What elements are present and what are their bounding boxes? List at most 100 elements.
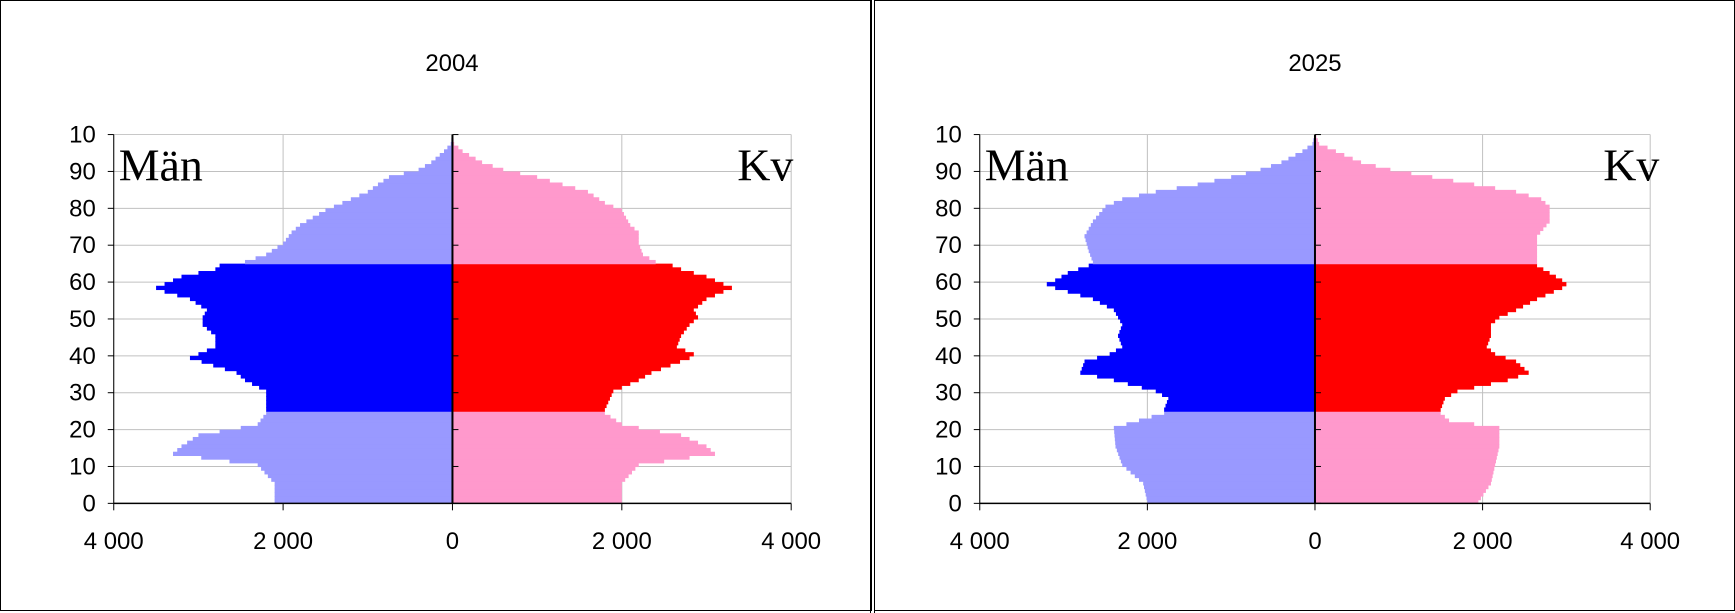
bar-women-age-93 (452, 157, 475, 161)
x-tick-label: 4 000 (761, 528, 821, 555)
bar-women-age-81 (452, 201, 604, 205)
bar-women-age-68 (1315, 249, 1537, 253)
bar-women-age-60 (1315, 278, 1562, 282)
y-tick-label: 30 (69, 380, 96, 407)
y-tick-label: 80 (935, 195, 962, 222)
bar-women-age-5 (1315, 481, 1491, 485)
bar-men-age-77 (313, 216, 453, 220)
bar-women-age-58 (452, 286, 731, 290)
x-tick-label: 2 000 (1117, 528, 1177, 555)
bar-women-age-15 (452, 444, 706, 448)
bar-women-age-1 (452, 496, 621, 500)
bar-women-age-3 (452, 489, 621, 493)
bar-men-age-47 (207, 326, 453, 330)
bar-men-age-70 (283, 242, 452, 246)
bar-men-age-75 (300, 223, 452, 227)
bar-men-age-89 (1246, 171, 1315, 175)
bar-men-age-33 (1114, 378, 1315, 382)
bar-men-age-49 (203, 319, 453, 323)
bar-men-age-11 (1121, 459, 1315, 463)
bar-women-age-18 (1315, 433, 1499, 437)
bar-women-age-47 (452, 326, 686, 330)
chart-title: 2004 (425, 50, 478, 77)
bar-women-age-90 (1315, 168, 1390, 172)
bar-women-age-59 (452, 282, 723, 286)
bar-men-age-19 (220, 430, 453, 434)
bar-women-age-8 (1315, 470, 1494, 474)
bar-women-age-36 (1315, 367, 1525, 371)
bar-men-age-95 (444, 149, 452, 153)
bar-men-age-13 (173, 452, 452, 456)
bar-men-age-78 (319, 212, 452, 216)
bar-men-age-65 (245, 260, 452, 264)
bar-men-age-27 (1167, 400, 1315, 404)
bar-women-age-4 (1315, 485, 1488, 489)
bar-women-age-51 (1315, 312, 1508, 316)
bar-men-age-35 (1080, 371, 1315, 375)
x-tick-label: 2 000 (253, 528, 313, 555)
bar-women-age-82 (452, 197, 599, 201)
y-tick-label: 10 (69, 122, 96, 149)
bar-men-age-71 (1086, 238, 1315, 242)
bar-women-age-9 (1315, 466, 1494, 470)
bar-women-age-44 (1315, 337, 1490, 341)
bar-women-age-20 (452, 426, 638, 430)
bar-men-age-63 (215, 267, 452, 271)
bar-women-age-44 (452, 337, 679, 341)
bar-women-age-31 (1315, 385, 1474, 389)
bar-women-age-25 (452, 407, 604, 411)
bar-men-age-55 (1093, 297, 1315, 301)
bar-women-age-61 (1315, 275, 1556, 279)
bar-women-age-80 (1315, 205, 1550, 209)
bar-women-age-14 (452, 448, 710, 452)
bar-women-age-57 (1315, 289, 1554, 293)
bar-men-age-3 (1145, 489, 1315, 493)
bar-women-age-54 (452, 301, 702, 305)
bar-men-age-66 (1091, 256, 1314, 260)
bar-women-age-67 (452, 253, 643, 257)
bar-men-age-1 (275, 496, 453, 500)
bar-women-age-1 (1315, 496, 1481, 500)
bar-women-age-85 (452, 186, 575, 190)
bar-women-age-34 (452, 374, 645, 378)
bar-men-age-88 (1231, 175, 1315, 179)
y-tick-label: 60 (69, 269, 96, 296)
bar-women-age-54 (1315, 301, 1530, 305)
bar-women-age-77 (1315, 216, 1550, 220)
bar-women-age-66 (1315, 256, 1537, 260)
bar-women-age-8 (452, 470, 632, 474)
bar-women-age-73 (452, 230, 638, 234)
bar-men-age-90 (1261, 168, 1315, 172)
y-tick-label: 90 (935, 158, 962, 185)
bar-women-age-46 (1315, 330, 1491, 334)
bar-men-age-62 (198, 271, 452, 275)
bar-women-age-76 (1315, 219, 1550, 223)
bar-men-age-56 (1080, 293, 1315, 297)
bar-men-age-25 (1164, 407, 1315, 411)
bar-women-age-22 (452, 419, 616, 423)
bar-women-age-71 (452, 238, 638, 242)
bar-men-age-33 (245, 378, 452, 382)
bar-men-age-93 (1288, 157, 1315, 161)
bar-men-age-17 (193, 437, 453, 441)
bar-men-age-67 (266, 253, 452, 257)
bar-men-age-51 (205, 312, 453, 316)
bar-men-age-17 (1115, 437, 1315, 441)
bar-men-age-29 (266, 393, 452, 397)
bar-men-age-60 (173, 278, 452, 282)
bar-women-age-37 (1315, 363, 1520, 367)
bar-women-age-89 (452, 171, 520, 175)
bar-women-age-12 (1315, 455, 1497, 459)
bar-women-age-40 (1315, 352, 1495, 356)
bar-women-age-69 (1315, 245, 1537, 249)
x-tick-label: 4 000 (1620, 528, 1680, 555)
bar-women-age-16 (1315, 441, 1499, 445)
bar-women-age-45 (452, 334, 681, 338)
bar-men-age-79 (325, 208, 452, 212)
bar-men-age-18 (198, 433, 452, 437)
bar-men-age-40 (198, 352, 452, 356)
bar-women-age-76 (452, 219, 628, 223)
bar-women-age-82 (1315, 197, 1541, 201)
bar-men-age-76 (306, 219, 452, 223)
bar-men-age-29 (1162, 393, 1315, 397)
